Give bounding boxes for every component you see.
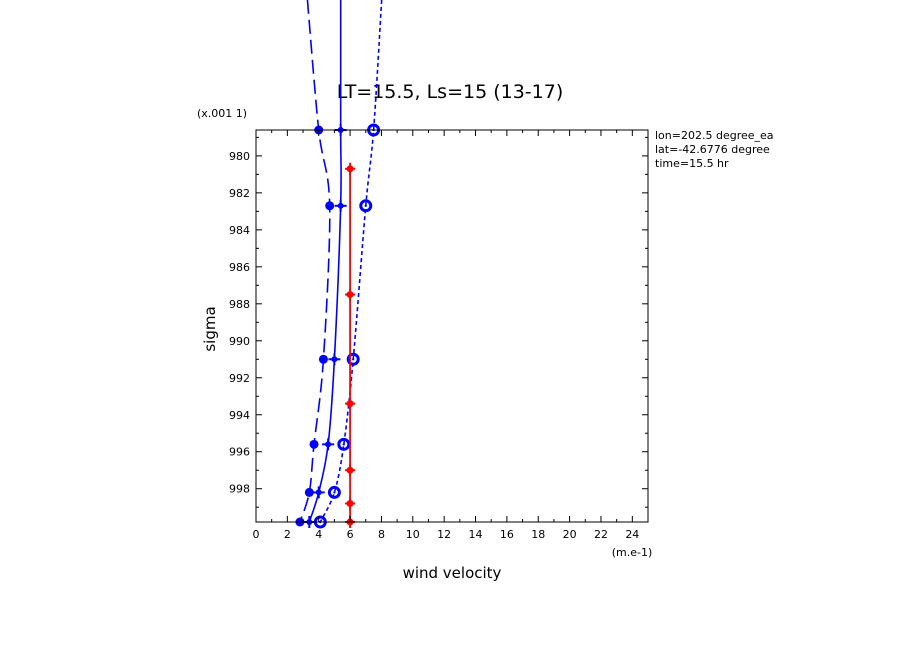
y-tick-label: 992 xyxy=(229,372,250,385)
x-unit-label: (m.e-1) xyxy=(612,546,653,559)
data-point xyxy=(334,199,347,212)
x-tick-label: 18 xyxy=(531,528,545,541)
x-tick-label: 12 xyxy=(437,528,451,541)
data-point xyxy=(304,487,314,497)
x-tick-label: 22 xyxy=(594,528,608,541)
y-tick-label: 982 xyxy=(229,187,250,200)
data-point xyxy=(359,199,373,213)
x-tick-label: 0 xyxy=(253,528,260,541)
info-line-time: time=15.5 hr xyxy=(655,157,729,170)
y-tick-label: 996 xyxy=(229,446,250,459)
series-line xyxy=(308,0,342,522)
y-unit-label: (x.001 1) xyxy=(197,107,247,120)
x-tick-label: 24 xyxy=(625,528,639,541)
data-point xyxy=(346,352,360,366)
data-point xyxy=(318,354,328,364)
x-tick-label: 2 xyxy=(284,528,291,541)
data-point xyxy=(345,497,356,510)
x-tick-label: 20 xyxy=(563,528,577,541)
series-3 xyxy=(313,0,383,529)
chart-title: LT=15.5, Ls=15 (13-17) xyxy=(337,81,564,103)
data-point xyxy=(322,438,335,451)
x-tick-label: 14 xyxy=(469,528,483,541)
data-point xyxy=(345,464,356,477)
data-point xyxy=(325,201,335,211)
data-point xyxy=(309,439,319,449)
data-point xyxy=(327,485,341,499)
x-tick-label: 8 xyxy=(378,528,385,541)
x-axis-label: wind velocity xyxy=(403,564,502,582)
series-1 xyxy=(295,0,335,527)
series-4 xyxy=(345,162,356,528)
y-tick-label: 988 xyxy=(229,298,250,311)
data-point xyxy=(328,353,341,366)
data-point xyxy=(345,288,356,301)
y-tick-label: 994 xyxy=(229,409,250,422)
data-point xyxy=(345,162,356,175)
data-point xyxy=(337,437,351,451)
info-line-lat: lat=-42.6776 degree xyxy=(655,143,770,156)
data-point xyxy=(312,486,325,499)
y-axis-label: sigma xyxy=(201,306,219,351)
y-tick-label: 984 xyxy=(229,224,250,237)
data-point xyxy=(345,397,356,410)
y-tick-label: 998 xyxy=(229,483,250,496)
y-tick-label: 980 xyxy=(229,150,250,163)
axes-layer: 0 2 4 6 8 10 12 14 16 18 20 22 249809829849869889909… xyxy=(229,130,649,541)
info-line-lon: lon=202.5 degree_ea xyxy=(655,129,774,142)
y-tick-label: 990 xyxy=(229,335,250,348)
series-line xyxy=(319,0,383,522)
y-tick-label: 986 xyxy=(229,261,250,274)
x-tick-label: 10 xyxy=(406,528,420,541)
x-tick-label: 4 xyxy=(315,528,322,541)
plot-frame xyxy=(255,129,649,523)
series-line xyxy=(299,0,331,522)
x-tick-label: 6 xyxy=(347,528,354,541)
series-layer xyxy=(295,0,383,529)
x-tick-label: 16 xyxy=(500,528,514,541)
